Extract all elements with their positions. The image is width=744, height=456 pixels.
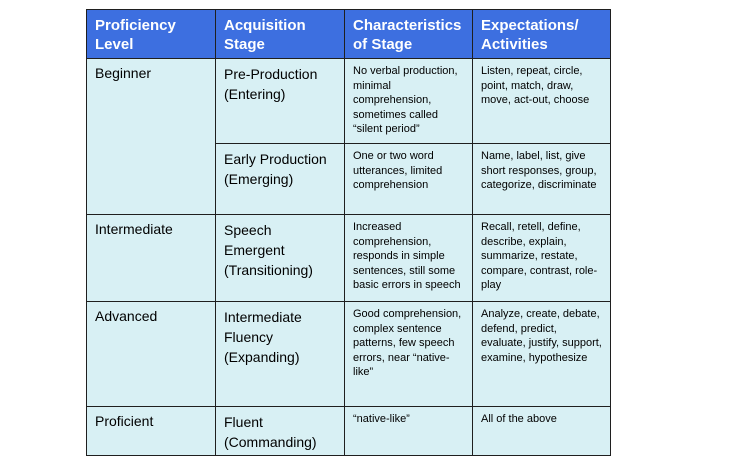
header-acquisition-stage: Acquisition Stage [215, 9, 345, 59]
characteristics-cell: No verbal production, minimal comprehens… [344, 58, 473, 144]
table-row: Beginner Pre-Production (Entering) No ve… [86, 58, 611, 215]
header-row: Proficiency Level Acquisition Stage Char… [86, 9, 611, 59]
table-row: Intermediate Speech Emergent (Transition… [86, 214, 611, 302]
stage-cell: Fluent (Commanding) [215, 406, 345, 456]
level-cell: Beginner [86, 58, 216, 215]
stage-cell: Speech Emergent (Transitioning) [215, 214, 345, 302]
header-expectations: Expectations/ Activities [472, 9, 611, 59]
stage-cell: Pre-Production (Entering) [215, 58, 345, 144]
table-row: Early Production (Emerging) One or two w… [87, 143, 611, 215]
activities-cell: Analyze, create, debate, defend, predict… [472, 301, 611, 407]
activities-cell: Recall, retell, define, describe, explai… [472, 214, 611, 302]
activities-cell: Listen, repeat, circle, point, match, dr… [472, 58, 611, 144]
stage-cell: Intermediate Fluency (Expanding) [215, 301, 345, 407]
characteristics-cell: Increased comprehension, responds in sim… [344, 214, 473, 302]
characteristics-cell: One or two word utterances, limited comp… [344, 143, 473, 215]
stage-cell: Early Production (Emerging) [215, 143, 345, 215]
proficiency-table: Proficiency Level Acquisition Stage Char… [86, 9, 611, 456]
table-row: Advanced Intermediate Fluency (Expanding… [86, 301, 611, 407]
table-row: Proficient Fluent (Commanding) “native-l… [86, 406, 611, 456]
level-cell: Proficient [86, 406, 216, 456]
header-proficiency-level: Proficiency Level [86, 9, 216, 59]
characteristics-cell: Good comprehension, complex sentence pat… [344, 301, 473, 407]
activities-cell: All of the above [472, 406, 611, 456]
level-cell: Intermediate [86, 214, 216, 302]
header-characteristics: Characteristics of Stage [344, 9, 473, 59]
activities-cell: Name, label, list, give short responses,… [472, 143, 611, 215]
characteristics-cell: “native-like” [344, 406, 473, 456]
level-cell: Advanced [86, 301, 216, 407]
